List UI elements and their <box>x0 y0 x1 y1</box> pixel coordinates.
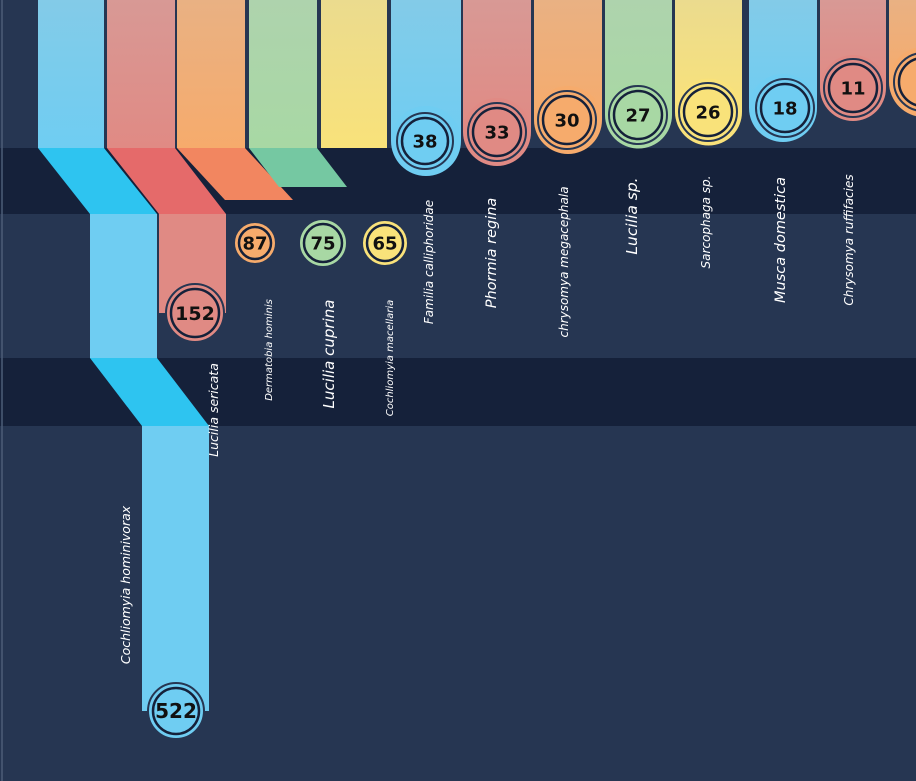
category-label: Sarcophaga sp. <box>699 176 713 269</box>
bar-segment <box>177 0 245 148</box>
data-label: 65 <box>372 233 397 254</box>
data-label: 26 <box>695 102 720 123</box>
bar-diagonal <box>107 148 226 214</box>
bar-segment <box>107 0 175 148</box>
bar-segment <box>90 214 157 358</box>
bar-diagonal <box>249 148 347 187</box>
category-label: Lucilia sp. <box>623 177 641 254</box>
value-badge-inner <box>682 86 734 138</box>
value-badge-inner <box>612 89 664 141</box>
data-label: 522 <box>155 699 197 723</box>
data-label: 27 <box>625 105 650 126</box>
category-label: Cochliomyia macellaria <box>385 300 396 417</box>
bar-diagonal <box>38 148 157 214</box>
category-label: Cochliomyia hominivorax <box>118 505 133 664</box>
data-label: 18 <box>772 98 797 119</box>
category-label: Dermatobia hominis <box>264 299 275 401</box>
bar-diagonal <box>177 148 293 200</box>
value-badge-inner <box>365 223 405 263</box>
value-badge-inner <box>471 106 523 158</box>
value-badge-inner <box>400 116 450 166</box>
value-badge-inner <box>169 287 221 339</box>
category-label: chrysomya megacephala <box>557 186 571 337</box>
data-label: 33 <box>484 122 509 143</box>
category-label: Familia calliphoridae <box>422 200 436 324</box>
chart-marks: 522 Cochliomyia hominivorax 152 Lucilia ser… <box>38 0 916 740</box>
value-badge-inner <box>151 686 201 736</box>
data-label: 75 <box>310 233 335 254</box>
bar-diagonal <box>90 358 209 426</box>
category-label: Lucilia sericata <box>206 363 221 457</box>
category-label: Musca domestica <box>773 177 789 303</box>
data-label: 38 <box>412 131 437 152</box>
value-badge-inner <box>302 222 344 264</box>
category-label: Chrysomya ruffifacies <box>842 174 856 305</box>
data-label: 30 <box>554 110 579 131</box>
bar-segment <box>38 0 104 148</box>
bar-segment <box>321 0 387 148</box>
data-label: 152 <box>175 303 215 325</box>
category-label: Lucilia cuprina <box>320 300 338 409</box>
data-label: 11 <box>840 78 865 99</box>
value-badge-inner <box>541 94 593 146</box>
bar-segment <box>249 0 317 148</box>
data-label: 87 <box>242 233 267 254</box>
value-badge-inner <box>827 62 879 114</box>
value-badge-inner <box>759 82 811 134</box>
value-badge-inner <box>897 57 916 107</box>
category-label: Phormia regina <box>484 198 500 309</box>
value-badge-inner <box>237 225 273 261</box>
bar-segment <box>142 426 209 711</box>
